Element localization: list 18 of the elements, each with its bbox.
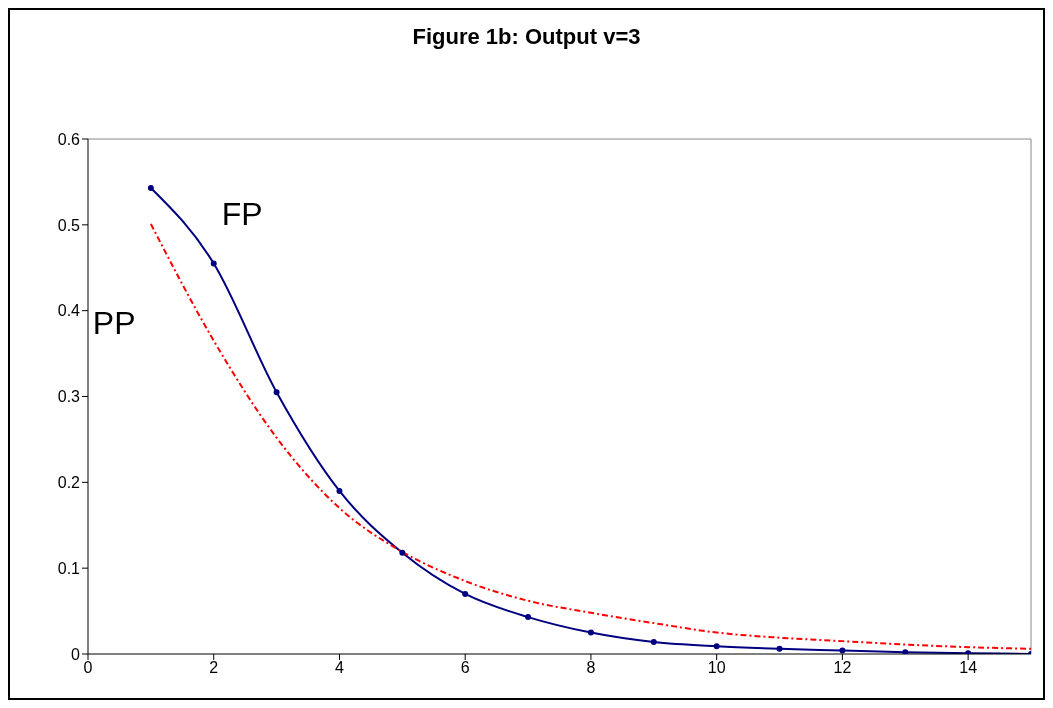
y-tick-label: 0.3: [57, 388, 81, 406]
y-tick-label: 0.6: [57, 130, 81, 148]
chart-title: Figure 1b: Output v=3: [411, 23, 642, 51]
x-tick-label: 4: [335, 659, 345, 677]
x-tick-label: 14: [959, 659, 978, 677]
y-tick-label: 0.2: [57, 474, 81, 492]
x-tick-label: 8: [586, 659, 596, 677]
y-tick-label: 0.5: [57, 216, 81, 234]
x-tick-label: 6: [460, 659, 470, 677]
y-tick-label: 0.1: [57, 559, 81, 577]
x-tick-label: 12: [833, 659, 852, 677]
y-tick-label: 0: [71, 645, 81, 663]
y-tick-label: 0.4: [57, 302, 81, 320]
x-tick-label: 10: [707, 659, 726, 677]
x-tick-label: 0: [83, 659, 93, 677]
x-tick-label: 2: [209, 659, 219, 677]
series-label: PP: [92, 304, 136, 341]
series-label: FP: [221, 196, 263, 233]
